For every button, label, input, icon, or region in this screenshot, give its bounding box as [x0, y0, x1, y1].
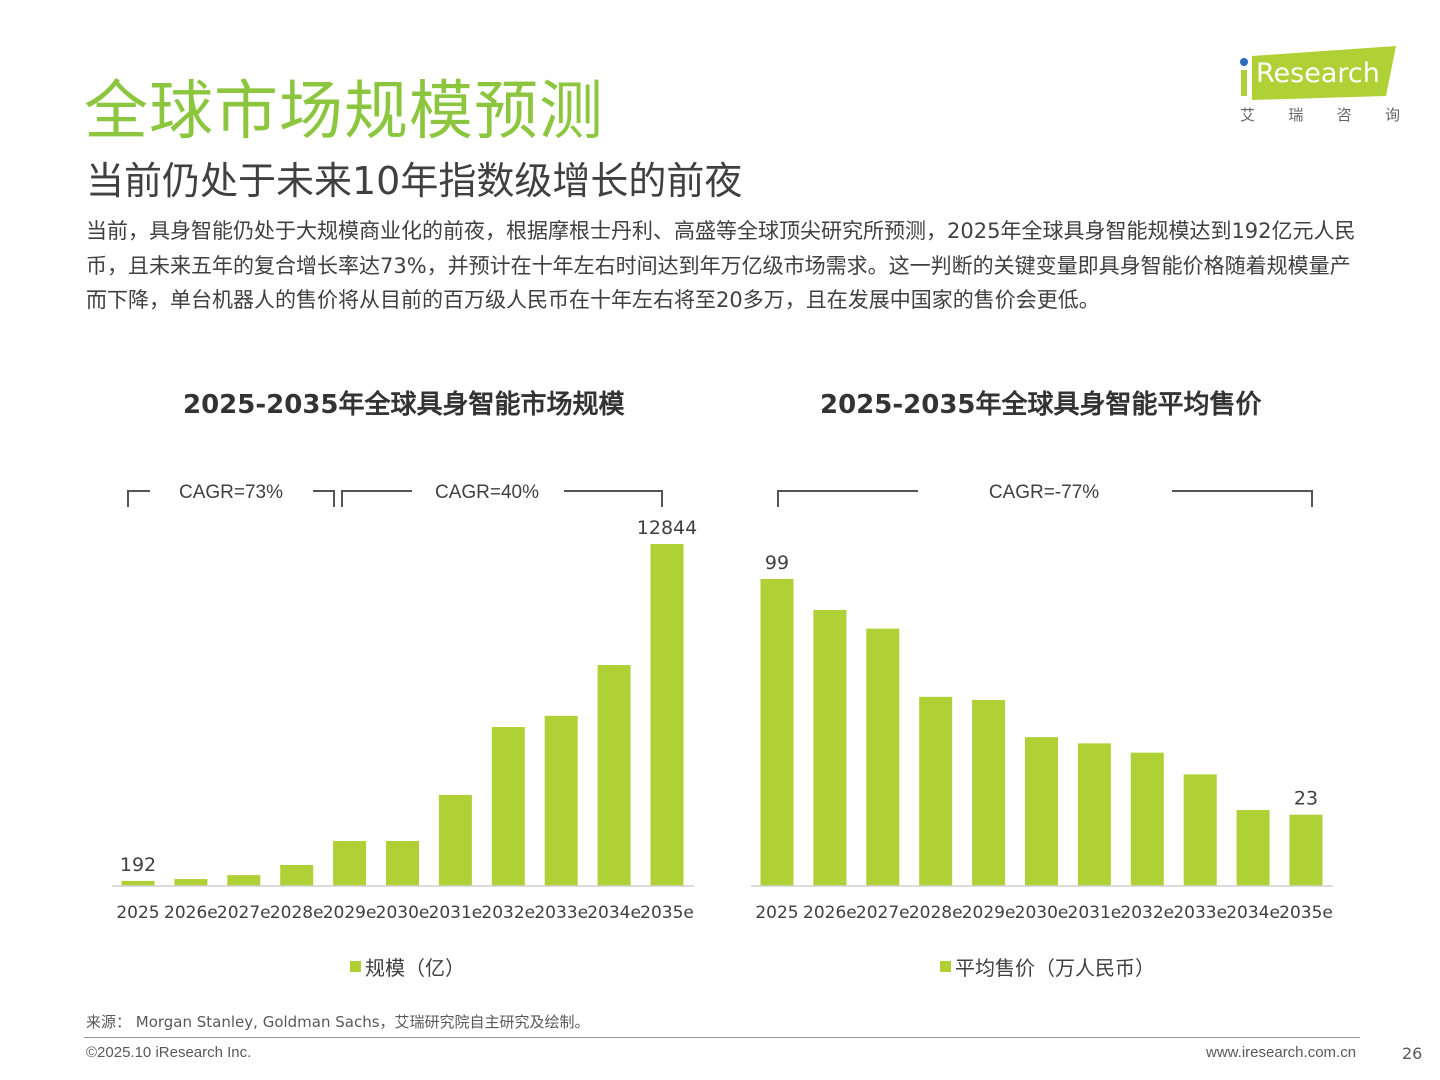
bar-2033e	[1183, 774, 1217, 886]
bar-2035e	[1289, 814, 1323, 886]
x-tick-label: 2026e	[803, 903, 857, 923]
data-label: 192	[120, 854, 156, 876]
bar-2032e	[1130, 752, 1164, 886]
bar-2030e	[1025, 737, 1058, 886]
bar-2025	[760, 579, 794, 886]
bar-2026e	[174, 879, 208, 886]
data-label: 23	[1294, 788, 1318, 810]
legend-swatch	[940, 961, 951, 972]
bar-2035e	[650, 544, 684, 886]
bar-2033e	[544, 715, 578, 886]
copyright: ©2025.10 iResearch Inc.	[86, 1044, 252, 1061]
bar-2026e	[813, 610, 847, 886]
x-tick-label: 2033e	[1173, 903, 1227, 923]
x-tick-label: 2027e	[217, 903, 271, 923]
page-subtitle: 当前仍处于未来10年指数级增长的前夜	[86, 159, 743, 203]
bar-2025	[121, 880, 155, 886]
bar-2032e	[491, 727, 525, 886]
x-tick-label: 2029e	[323, 903, 377, 923]
logo-char: 询	[1384, 106, 1400, 124]
page-number: 26	[1402, 1044, 1423, 1063]
bar-2027e	[227, 875, 261, 886]
data-label: 12844	[637, 517, 697, 539]
chart-right: 2025 99 2026e 2027e 2028e 2029e 2030e 2031e 2032…	[751, 552, 1333, 923]
x-tick-label: 2034e	[587, 903, 641, 923]
x-tick-label: 2025	[116, 903, 159, 923]
x-tick-label: 2029e	[962, 903, 1016, 923]
x-tick-label: 2035e	[1279, 903, 1333, 923]
bar-2030e	[386, 841, 419, 886]
bar-2031e	[438, 794, 472, 886]
x-tick-label: 2026e	[164, 903, 218, 923]
legend-left: 规模（亿）	[350, 952, 465, 981]
legend-label: 平均售价（万人民币）	[955, 956, 1155, 980]
bar-2029e	[972, 699, 1006, 886]
x-tick-label: 2027e	[856, 903, 910, 923]
bar-2034e	[1236, 810, 1270, 886]
footer-divider	[84, 1037, 1360, 1038]
page-title: 全球市场规模预测	[84, 75, 604, 149]
bar-2031e	[1077, 743, 1111, 886]
logo-char: 瑞	[1288, 106, 1304, 124]
logo-text: Research	[1256, 58, 1380, 89]
cagr-label: CAGR=-77%	[989, 482, 1099, 503]
cagr-label: CAGR=73%	[179, 482, 283, 503]
x-tick-label: 2031e	[1068, 903, 1122, 923]
bar-2028e	[919, 696, 953, 886]
legend-swatch	[350, 961, 361, 972]
website-link[interactable]: www.iresearch.com.cn	[1206, 1044, 1357, 1061]
x-tick-label: 2034e	[1226, 903, 1280, 923]
bar-2027e	[866, 628, 900, 886]
x-tick-label: 2028e	[270, 903, 324, 923]
x-tick-label: 2032e	[481, 903, 535, 923]
logo-char: 咨	[1336, 106, 1352, 124]
chart-title-left: 2025-2035年全球具身智能市场规模	[183, 390, 625, 420]
logo-char: 艾	[1240, 106, 1256, 124]
chart-title-right: 2025-2035年全球具身智能平均售价	[820, 390, 1262, 420]
x-tick-label: 2030e	[376, 903, 430, 923]
cagr-brackets	[127, 490, 1313, 507]
x-tick-label: 2025	[755, 903, 798, 923]
body-text: 当前，具身智能仍处于大规模商业化的前夜，根据摩根士丹利、高盛等全球顶尖研究所预测…	[86, 219, 1356, 312]
x-tick-label: 2030e	[1015, 903, 1069, 923]
x-tick-label: 2032e	[1120, 903, 1174, 923]
x-tick-label: 2031e	[429, 903, 483, 923]
logo-cn: 艾 瑞 咨 询	[1240, 104, 1400, 125]
data-label: 99	[765, 552, 789, 574]
source-note: 来源： Morgan Stanley, Goldman Sachs，艾瑞研究院自…	[86, 1013, 590, 1031]
x-tick-label: 2035e	[640, 903, 694, 923]
logo-badge	[1240, 46, 1396, 100]
x-tick-label: 2033e	[534, 903, 588, 923]
bar-2029e	[333, 841, 367, 886]
bar-2034e	[597, 664, 631, 886]
legend-right: 平均售价（万人民币）	[940, 952, 1155, 981]
x-tick-label: 2028e	[909, 903, 963, 923]
legend-label: 规模（亿）	[365, 956, 465, 980]
bar-2028e	[280, 864, 314, 886]
cagr-label: CAGR=40%	[435, 482, 539, 503]
